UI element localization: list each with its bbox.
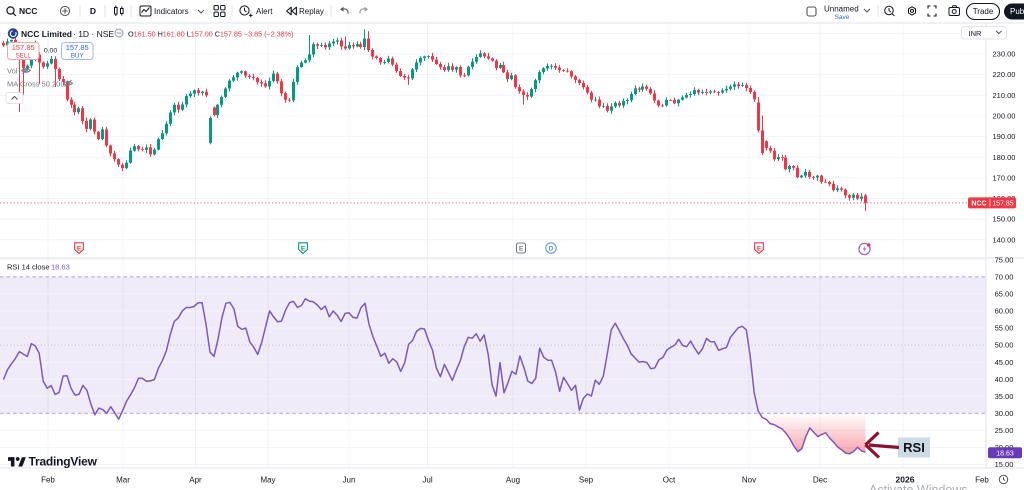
svg-text:Nov: Nov	[742, 476, 756, 485]
svg-text:Aug: Aug	[506, 476, 520, 485]
svg-text:RSI 14 close: RSI 14 close	[7, 263, 50, 272]
svg-text:Pub: Pub	[1010, 7, 1024, 16]
svg-text:200.00: 200.00	[993, 112, 1016, 121]
svg-text:35.00: 35.00	[995, 392, 1014, 401]
svg-text:Alert: Alert	[256, 7, 273, 16]
svg-text:70.00: 70.00	[995, 273, 1014, 282]
svg-text:75.00: 75.00	[995, 255, 1014, 264]
svg-text:NCC: NCC	[19, 6, 37, 16]
svg-text:15.00: 15.00	[995, 460, 1014, 469]
svg-text:2026: 2026	[896, 475, 915, 485]
svg-text:157.85: 157.85	[12, 43, 35, 52]
svg-text:50.00: 50.00	[995, 341, 1014, 350]
svg-text:E: E	[519, 245, 524, 252]
svg-text:140.00: 140.00	[993, 235, 1016, 244]
svg-text:Jul: Jul	[422, 476, 432, 485]
svg-text:D: D	[549, 245, 554, 252]
svg-text:NCC: NCC	[971, 201, 986, 208]
svg-text:55.00: 55.00	[995, 324, 1014, 333]
svg-text:Mar: Mar	[116, 476, 130, 485]
svg-text:0.00: 0.00	[44, 48, 57, 55]
svg-text:Oct: Oct	[663, 476, 676, 485]
svg-text:157.85: 157.85	[992, 201, 1014, 208]
svg-text:Trade: Trade	[973, 7, 994, 16]
svg-text:Feb: Feb	[975, 476, 989, 485]
svg-text:60.00: 60.00	[995, 307, 1014, 316]
svg-text:180.00: 180.00	[993, 153, 1016, 162]
svg-text:18.63: 18.63	[996, 451, 1014, 458]
svg-text:TradingView: TradingView	[29, 455, 98, 469]
svg-text:25.00: 25.00	[995, 426, 1014, 435]
svg-text:Indicators: Indicators	[154, 7, 189, 16]
svg-text:230.00: 230.00	[993, 50, 1016, 59]
svg-text:O161.50 H161.80 L157.00 C157.8: O161.50 H161.80 L157.00 C157.85 −3.85 (−…	[128, 30, 293, 39]
svg-text:Apr: Apr	[189, 476, 202, 485]
svg-text:NCC Limited: NCC Limited	[21, 29, 72, 39]
svg-text:SELL: SELL	[15, 53, 31, 60]
svg-text:MA Cross 50 200: MA Cross 50 200	[7, 80, 65, 89]
svg-text:210.00: 210.00	[993, 91, 1016, 100]
svg-text:45.00: 45.00	[995, 358, 1014, 367]
svg-text:Sep: Sep	[579, 476, 594, 485]
svg-text:Jun: Jun	[343, 476, 356, 485]
svg-text:E: E	[301, 245, 306, 252]
svg-text:Unnamed: Unnamed	[824, 5, 859, 14]
svg-text:E: E	[757, 245, 762, 252]
svg-text:BUY: BUY	[71, 53, 85, 60]
svg-text:150.00: 150.00	[993, 215, 1016, 224]
svg-text:30.00: 30.00	[995, 409, 1014, 418]
svg-text:Save: Save	[835, 14, 850, 21]
svg-text:65.00: 65.00	[995, 290, 1014, 299]
svg-text:Feb: Feb	[41, 476, 55, 485]
svg-text:220.00: 220.00	[993, 70, 1016, 79]
svg-text:Vol: Vol	[7, 67, 18, 76]
svg-text:170.00: 170.00	[993, 173, 1016, 182]
svg-text:· 1D · NSE: · 1D · NSE	[73, 29, 114, 39]
svg-text:E: E	[77, 245, 82, 252]
svg-text:Activate Windows: Activate Windows	[869, 483, 968, 490]
svg-text:190.00: 190.00	[993, 132, 1016, 141]
svg-text:157.85: 157.85	[66, 43, 89, 52]
svg-text:RSI: RSI	[903, 440, 925, 455]
svg-text:D: D	[90, 6, 96, 16]
svg-text:Replay: Replay	[299, 7, 324, 16]
svg-text:18.63: 18.63	[51, 263, 70, 272]
svg-text:Dec: Dec	[813, 476, 827, 485]
svg-text:40.00: 40.00	[995, 375, 1014, 384]
svg-text:INR: INR	[969, 29, 983, 38]
svg-text:May: May	[260, 476, 275, 485]
